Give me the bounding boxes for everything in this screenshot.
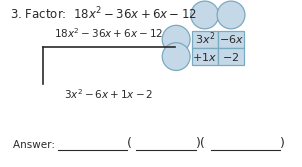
Text: $+1x$: $+1x$ <box>192 51 217 63</box>
Ellipse shape <box>162 43 190 70</box>
FancyBboxPatch shape <box>218 31 244 48</box>
Ellipse shape <box>191 1 219 29</box>
FancyBboxPatch shape <box>218 48 244 65</box>
Text: $18x^2 - 36x + 6x - 12$: $18x^2 - 36x + 6x - 12$ <box>54 27 163 40</box>
Ellipse shape <box>217 1 245 29</box>
Text: $-6x$: $-6x$ <box>219 33 244 45</box>
Text: $3x^2 - 6x + 1x - 2$: $3x^2 - 6x + 1x - 2$ <box>64 87 154 101</box>
Text: 3. Factor:  $18x^2 - 36x + 6x - 12$: 3. Factor: $18x^2 - 36x + 6x - 12$ <box>10 6 197 22</box>
Text: $-2$: $-2$ <box>222 51 240 63</box>
Text: )(: )( <box>196 137 206 150</box>
Text: (: ( <box>127 137 132 150</box>
FancyBboxPatch shape <box>191 48 218 65</box>
Text: $3x^2$: $3x^2$ <box>194 31 215 47</box>
Ellipse shape <box>162 25 190 53</box>
Text: Answer:: Answer: <box>13 140 58 150</box>
Text: ): ) <box>280 137 285 150</box>
FancyBboxPatch shape <box>191 31 218 48</box>
